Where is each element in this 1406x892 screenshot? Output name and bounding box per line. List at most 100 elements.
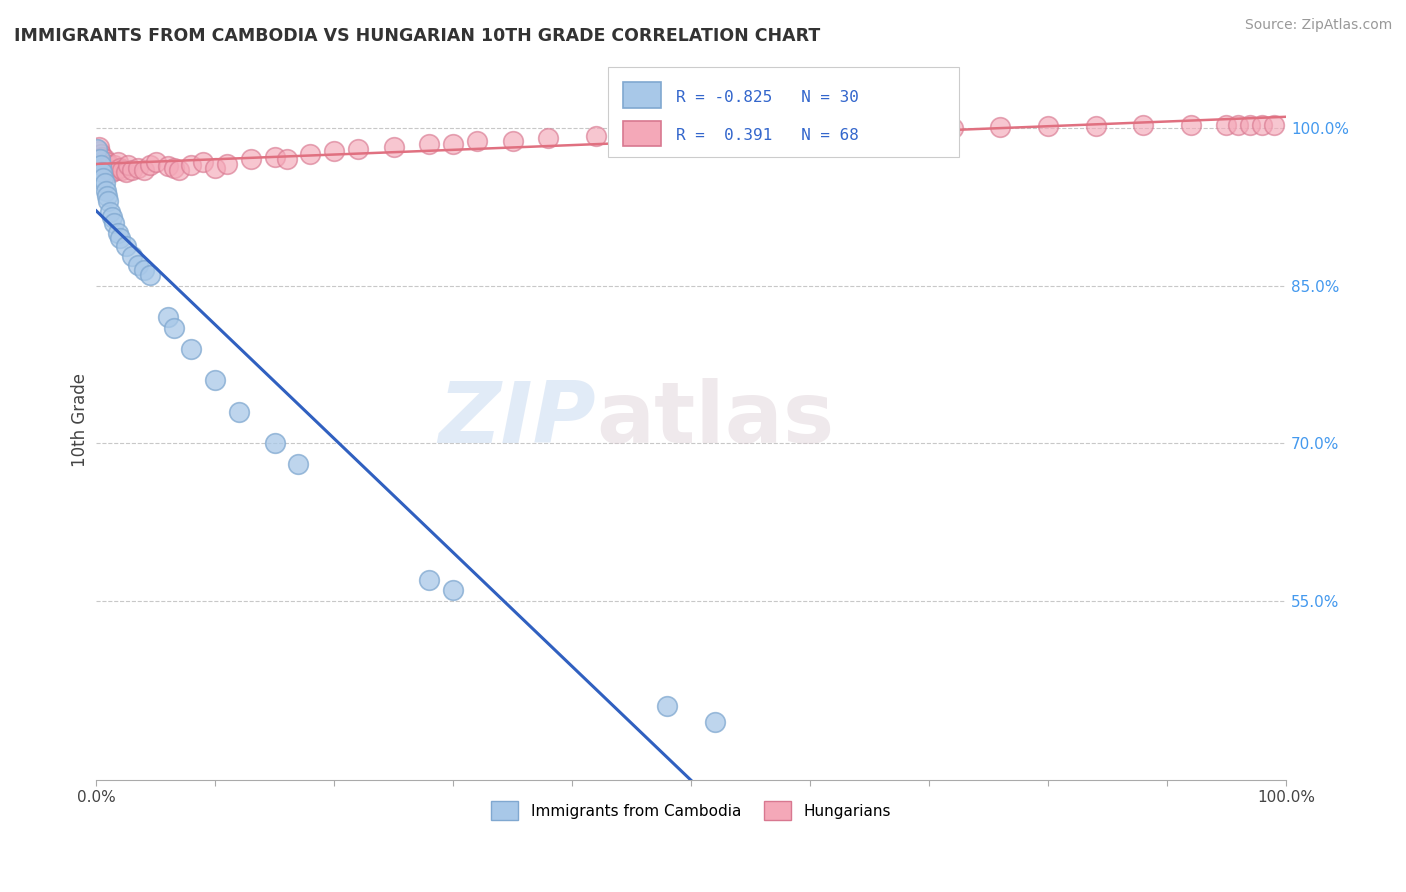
- Point: [239, 153, 262, 167]
- Point: [620, 127, 643, 141]
- Point: [204, 373, 226, 387]
- Point: [100, 165, 122, 179]
- Point: [1215, 118, 1237, 132]
- Text: Source: ZipAtlas.com: Source: ZipAtlas.com: [1244, 18, 1392, 32]
- Point: [156, 159, 179, 173]
- Point: [93, 161, 115, 175]
- Point: [111, 163, 134, 178]
- Point: [96, 163, 118, 178]
- Point: [121, 163, 143, 178]
- FancyBboxPatch shape: [607, 67, 959, 157]
- Point: [942, 120, 965, 135]
- Text: atlas: atlas: [596, 378, 834, 461]
- Point: [799, 123, 821, 137]
- Point: [108, 231, 131, 245]
- Point: [145, 154, 167, 169]
- Point: [162, 320, 184, 334]
- Point: [107, 226, 129, 240]
- Point: [299, 147, 322, 161]
- Point: [465, 134, 488, 148]
- Point: [215, 156, 238, 170]
- Point: [138, 268, 160, 282]
- Point: [86, 142, 108, 156]
- Point: [96, 189, 118, 203]
- Point: [87, 140, 110, 154]
- Text: ZIP: ZIP: [439, 378, 596, 461]
- Point: [105, 163, 128, 178]
- Point: [90, 147, 112, 161]
- Point: [100, 211, 122, 225]
- Point: [846, 122, 869, 136]
- Point: [323, 144, 346, 158]
- Text: IMMIGRANTS FROM CAMBODIA VS HUNGARIAN 10TH GRADE CORRELATION CHART: IMMIGRANTS FROM CAMBODIA VS HUNGARIAN 10…: [14, 27, 820, 45]
- Point: [1132, 118, 1154, 132]
- Point: [107, 154, 129, 169]
- Point: [115, 165, 138, 179]
- Bar: [623, 120, 661, 146]
- Point: [1180, 118, 1202, 132]
- Point: [162, 161, 184, 175]
- Point: [1036, 119, 1059, 133]
- Point: [703, 125, 725, 139]
- Point: [89, 153, 111, 167]
- Point: [96, 154, 118, 169]
- Point: [91, 158, 114, 172]
- Point: [115, 238, 138, 252]
- Point: [585, 129, 607, 144]
- Point: [1263, 118, 1285, 132]
- Point: [751, 124, 773, 138]
- Point: [91, 150, 114, 164]
- Point: [86, 150, 108, 164]
- Point: [657, 699, 679, 714]
- Point: [90, 154, 112, 169]
- Point: [169, 163, 191, 178]
- Point: [121, 249, 143, 263]
- Point: [418, 136, 440, 151]
- Point: [90, 158, 112, 172]
- Point: [87, 144, 110, 158]
- Y-axis label: 10th Grade: 10th Grade: [72, 373, 89, 467]
- Point: [127, 258, 149, 272]
- Point: [276, 153, 298, 167]
- Point: [98, 158, 121, 172]
- Point: [347, 142, 370, 156]
- Point: [100, 163, 122, 178]
- Point: [108, 161, 131, 175]
- Point: [117, 158, 139, 172]
- Point: [537, 131, 560, 145]
- Point: [441, 583, 464, 598]
- Point: [228, 405, 250, 419]
- Point: [97, 161, 120, 175]
- Point: [1251, 118, 1274, 132]
- Point: [703, 714, 725, 729]
- Bar: [623, 82, 661, 108]
- Point: [1084, 119, 1107, 133]
- Point: [91, 154, 114, 169]
- Point: [91, 171, 114, 186]
- Point: [93, 153, 115, 167]
- Point: [180, 342, 202, 356]
- Point: [1227, 118, 1250, 132]
- Legend: Immigrants from Cambodia, Hungarians: Immigrants from Cambodia, Hungarians: [485, 795, 897, 826]
- Point: [1239, 118, 1261, 132]
- Point: [97, 194, 120, 209]
- Point: [91, 165, 114, 179]
- Point: [93, 176, 115, 190]
- Point: [441, 136, 464, 151]
- Point: [263, 150, 285, 164]
- Point: [502, 134, 524, 148]
- Point: [382, 140, 405, 154]
- Point: [100, 205, 122, 219]
- Point: [132, 163, 155, 178]
- Point: [418, 573, 440, 587]
- Text: R = -0.825   N = 30: R = -0.825 N = 30: [676, 90, 859, 105]
- Point: [263, 436, 285, 450]
- Point: [180, 158, 202, 172]
- Point: [89, 153, 111, 167]
- Point: [287, 457, 309, 471]
- Point: [94, 184, 117, 198]
- Point: [103, 215, 125, 229]
- Point: [204, 161, 226, 175]
- Point: [156, 310, 179, 325]
- Text: R =  0.391   N = 68: R = 0.391 N = 68: [676, 128, 859, 143]
